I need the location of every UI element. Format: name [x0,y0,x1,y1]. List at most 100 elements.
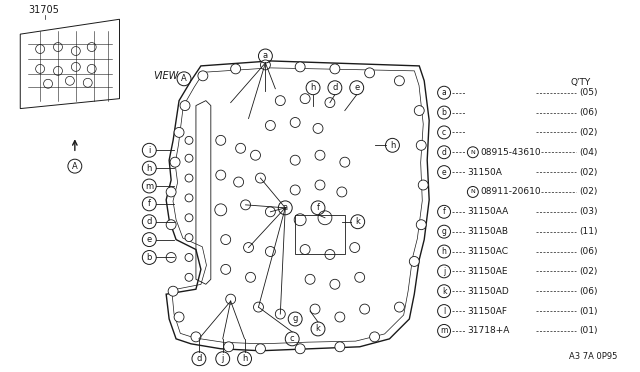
Text: c: c [290,334,294,343]
Circle shape [318,211,332,225]
Circle shape [230,64,241,74]
Text: 31150AB: 31150AB [467,227,508,236]
Text: (11): (11) [579,227,598,236]
Circle shape [330,279,340,289]
Text: g: g [292,314,298,324]
Text: A: A [72,162,77,171]
Text: d: d [147,217,152,226]
Text: 31718+A: 31718+A [467,326,509,336]
Circle shape [255,173,266,183]
Circle shape [370,332,380,342]
Circle shape [290,155,300,165]
Circle shape [185,273,193,281]
Circle shape [419,180,428,190]
Circle shape [250,150,260,160]
Circle shape [315,150,325,160]
Circle shape [414,106,424,116]
Text: m: m [440,326,448,336]
Circle shape [416,220,426,230]
Circle shape [295,344,305,354]
Circle shape [266,207,275,217]
Text: 31150AD: 31150AD [467,287,509,296]
Text: e: e [442,168,446,177]
Circle shape [234,177,244,187]
Circle shape [244,243,253,253]
Text: h: h [147,164,152,173]
Text: h: h [242,354,247,363]
Circle shape [246,272,255,282]
Text: d: d [196,354,202,363]
Circle shape [166,253,176,262]
Text: h: h [390,141,395,150]
Text: a: a [283,203,288,212]
Text: 31150AA: 31150AA [467,207,508,216]
Circle shape [255,344,266,354]
Circle shape [253,302,264,312]
Text: N: N [470,189,476,195]
Text: h: h [442,247,447,256]
Circle shape [266,121,275,131]
Text: i: i [148,146,150,155]
Circle shape [180,101,190,110]
Circle shape [170,157,180,167]
Text: (06): (06) [579,287,598,296]
Text: k: k [316,324,321,333]
Text: (06): (06) [579,108,598,117]
Circle shape [221,235,230,244]
Text: m: m [145,182,154,190]
Circle shape [166,187,176,197]
Circle shape [185,234,193,241]
Circle shape [300,244,310,254]
Text: (05): (05) [579,88,598,97]
Circle shape [325,250,335,259]
Circle shape [394,76,404,86]
Text: f: f [443,207,445,216]
Circle shape [275,96,285,106]
Circle shape [337,187,347,197]
Circle shape [185,174,193,182]
Circle shape [198,71,208,81]
Circle shape [335,312,345,322]
Circle shape [185,253,193,262]
Text: A: A [181,74,187,83]
Text: j: j [443,267,445,276]
Circle shape [236,143,246,153]
Text: 31150AC: 31150AC [467,247,508,256]
Text: 31150AF: 31150AF [467,307,507,315]
Text: c: c [442,128,446,137]
Circle shape [241,200,250,210]
Text: h: h [310,83,316,92]
Text: k: k [355,217,360,226]
Text: 08911-20610: 08911-20610 [481,187,541,196]
Text: (06): (06) [579,247,598,256]
Text: 31705: 31705 [28,5,59,15]
Text: 08915-43610: 08915-43610 [481,148,541,157]
Text: e: e [354,83,359,92]
Circle shape [295,62,305,72]
Circle shape [313,124,323,134]
Circle shape [185,154,193,162]
Text: a: a [263,51,268,61]
Text: (01): (01) [579,326,598,336]
Text: Q'TY: Q'TY [571,78,591,87]
Circle shape [350,243,360,253]
Text: 31150A: 31150A [467,168,502,177]
Circle shape [325,98,335,108]
Text: b: b [442,108,447,117]
Text: f: f [148,199,151,208]
Circle shape [260,60,270,70]
Circle shape [216,170,226,180]
Circle shape [394,302,404,312]
Circle shape [185,214,193,222]
Circle shape [360,304,370,314]
Circle shape [410,256,419,266]
Circle shape [275,309,285,319]
Circle shape [185,194,193,202]
Text: f: f [317,203,319,212]
Circle shape [305,274,315,284]
Text: d: d [332,83,337,92]
Text: a: a [442,88,447,97]
Text: N: N [470,150,476,155]
Text: b: b [147,253,152,262]
Text: VIEW: VIEW [153,71,179,81]
